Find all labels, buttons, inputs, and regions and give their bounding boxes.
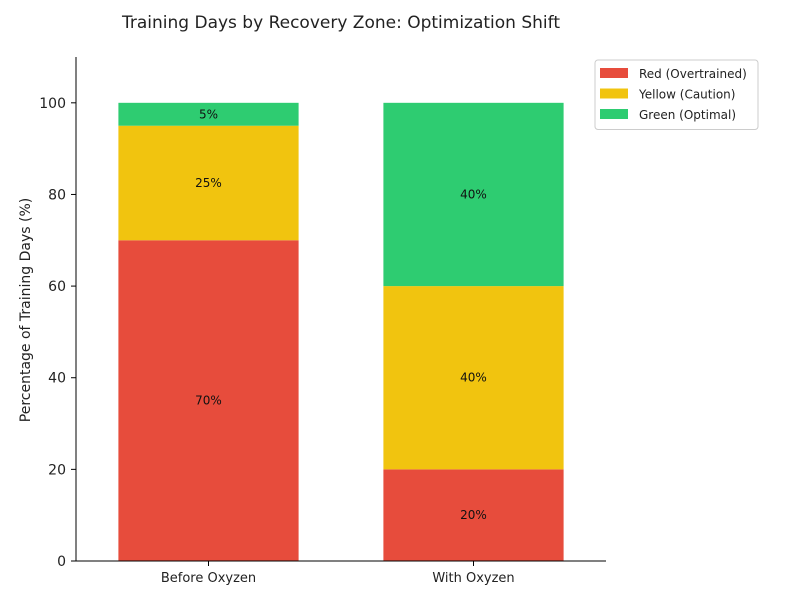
bar-segment <box>383 469 564 561</box>
legend-label: Red (Overtrained) <box>639 67 747 81</box>
x-tick-label: Before Oxyzen <box>161 571 256 586</box>
bar-segment <box>118 125 299 241</box>
bar-segment <box>118 240 299 562</box>
legend: Red (Overtrained) Yellow (Caution) Green (… <box>594 59 759 130</box>
data-label: 25% <box>195 176 222 190</box>
legend-label: Yellow (Caution) <box>638 88 735 102</box>
y-tick-label: 60 <box>48 279 66 295</box>
legend-swatch <box>600 88 628 99</box>
data-label: 40% <box>460 187 487 201</box>
legend-swatch <box>600 68 628 78</box>
legend-box <box>594 59 759 130</box>
legend-label: Green (Optimal) <box>639 108 736 122</box>
y-tick-label: 80 <box>48 187 66 203</box>
x-tick-label: With Oxyzen <box>432 571 514 586</box>
y-tick-label: 20 <box>48 462 66 478</box>
data-label: 40% <box>460 371 487 385</box>
data-label: 20% <box>460 508 487 522</box>
legend-swatch <box>600 109 628 119</box>
x-axis: Before Oxyzen With Oxyzen <box>76 560 606 586</box>
chart-title: Training Days by Recovery Zone: Optimiza… <box>121 13 560 33</box>
y-axis: 0 20 40 60 80 100 <box>39 57 77 570</box>
data-label: 70% <box>195 394 222 408</box>
y-axis-label: Percentage of Training Days (%) <box>18 198 34 422</box>
bar-segment <box>118 102 299 126</box>
y-tick-label: 40 <box>48 371 66 387</box>
bar-segment <box>383 286 564 470</box>
data-label: 5% <box>199 107 218 121</box>
y-tick-label: 100 <box>39 96 66 112</box>
bars-group: 70% 25% 5% 20% 40% 40% <box>118 102 564 562</box>
y-tick-label: 0 <box>57 554 66 570</box>
bar-segment <box>383 102 564 287</box>
